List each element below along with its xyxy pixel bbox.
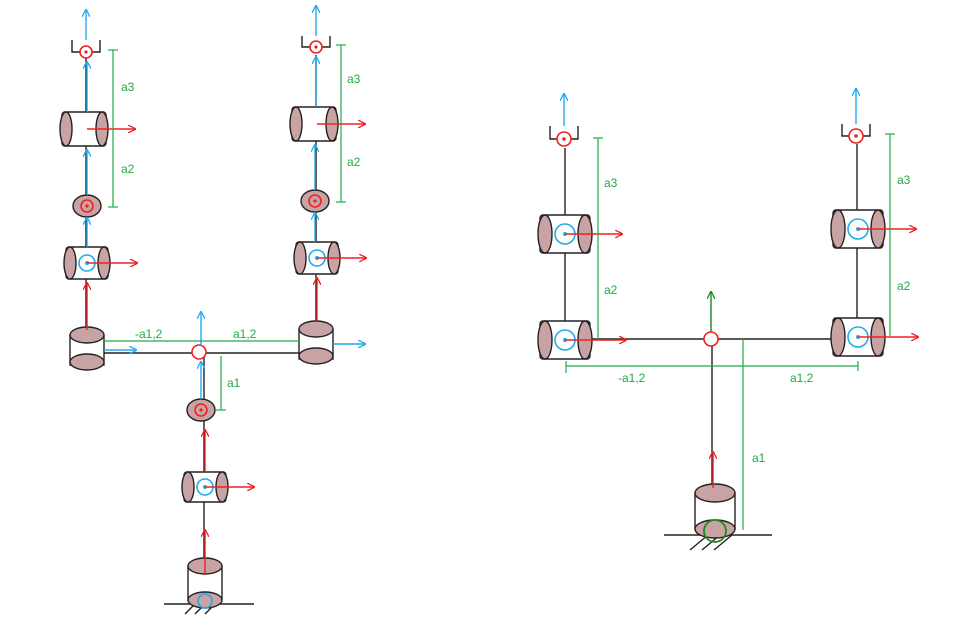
- right-arm-label-a3: a3: [347, 72, 361, 86]
- left-arm-label-a2: a2: [121, 162, 135, 176]
- left-z-axes: [86, 6, 365, 399]
- left-arm-small-joint: [72, 194, 102, 218]
- left-dimensions: [104, 44, 346, 411]
- right-label-neg-a12: -a1,2: [618, 371, 646, 385]
- right-label-a1: a1: [752, 451, 766, 465]
- right-label-pos-a12: a1,2: [790, 371, 814, 385]
- left-arm-gripper: [71, 40, 101, 59]
- right-diag-left-gripper: [549, 126, 579, 147]
- right-diag-right-label-a2: a2: [897, 279, 911, 293]
- right-arm-label-a2: a2: [347, 155, 361, 169]
- left-dimension-labels: -a1,2 a1,2 a1 a3 a2 a3 a2: [121, 72, 361, 390]
- right-diag-left-label-a2: a2: [604, 283, 618, 297]
- right-diag-left-label-a3: a3: [604, 176, 618, 190]
- right-diagram: -a1,2 a1,2 a1 a3 a2 a3 a2: [537, 89, 918, 551]
- right-arm-small-joint: [300, 189, 330, 213]
- left-arm-base-joint-right: [298, 320, 334, 365]
- left-arm-base-joint-left: [69, 326, 105, 371]
- right-dimensions: [565, 133, 895, 530]
- right-x-axes: [565, 229, 918, 488]
- left-label-a1: a1: [227, 376, 241, 390]
- right-arm-gripper: [301, 36, 331, 54]
- right-dimension-labels: -a1,2 a1,2 a1 a3 a2 a3 a2: [604, 173, 911, 465]
- left-center-frame: [191, 344, 207, 360]
- left-diagram: -a1,2 a1,2 a1 a3 a2 a3 a2: [59, 6, 366, 615]
- left-label-neg-a12: -a1,2: [135, 327, 163, 341]
- left-arm-label-a3: a3: [121, 80, 135, 94]
- right-z-axes: [564, 89, 856, 126]
- left-label-pos-a12: a1,2: [233, 327, 257, 341]
- left-small-joint: [186, 398, 216, 422]
- left-x-axes: [87, 124, 366, 575]
- right-diag-right-label-a3: a3: [897, 173, 911, 187]
- left-links: [85, 55, 318, 604]
- right-center-frame: [703, 331, 719, 347]
- right-base-joint: [694, 483, 736, 543]
- right-diag-right-gripper: [841, 124, 871, 144]
